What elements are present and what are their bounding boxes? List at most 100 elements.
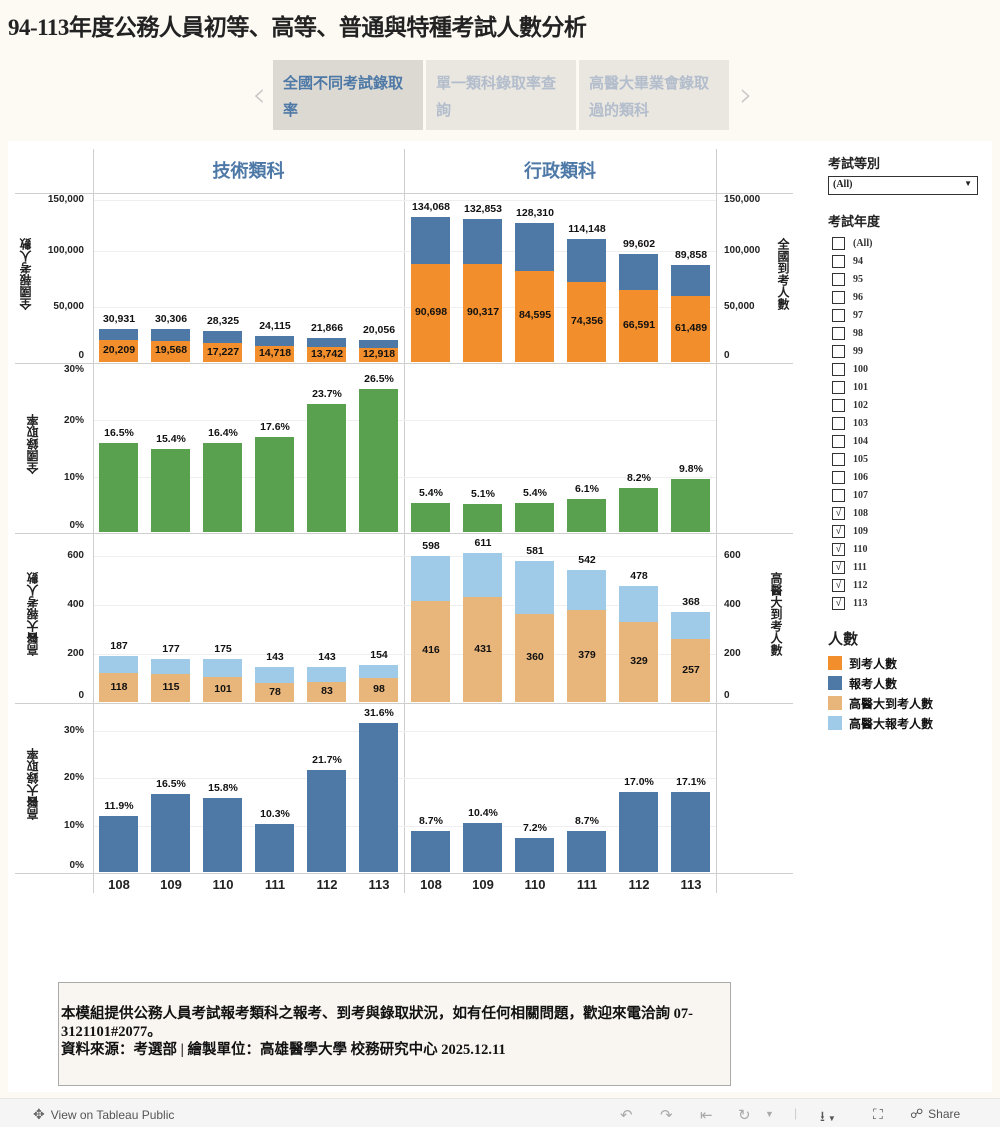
year-checkbox-row[interactable]: 106 [828, 468, 988, 486]
bar-kmu-attended[interactable] [307, 681, 346, 702]
checkbox-checked[interactable]: √ [832, 542, 845, 556]
checkbox-unchecked[interactable] [832, 272, 845, 286]
legend-item[interactable]: 高醫大報考人數 [828, 713, 988, 733]
bar-national-rate[interactable] [515, 502, 554, 532]
year-checkbox-row[interactable]: 98 [828, 324, 988, 342]
story-tab-kmu-subjects[interactable]: 高醫大畢業會錄取過的類科 [579, 60, 729, 130]
bar-kmu-rate[interactable] [671, 791, 710, 872]
bar-attended[interactable] [255, 346, 294, 362]
year-checkbox-row[interactable]: 103 [828, 414, 988, 432]
bar-kmu-rate[interactable] [463, 823, 502, 872]
bar-national-rate[interactable] [151, 448, 190, 532]
bar-kmu-attended[interactable] [255, 683, 294, 702]
checkbox-checked[interactable]: √ [832, 578, 845, 592]
year-checkbox-row[interactable]: 95 [828, 270, 988, 288]
checkbox-unchecked[interactable] [832, 398, 845, 412]
bar-attended[interactable] [203, 343, 242, 362]
checkbox-unchecked[interactable] [832, 380, 845, 394]
bar-kmu-attended[interactable] [99, 673, 138, 702]
bar-kmu-attended[interactable] [515, 614, 554, 702]
caret-down-icon[interactable]: ▼ [765, 1109, 774, 1119]
bar-national-rate[interactable] [203, 443, 242, 532]
year-checkbox-row[interactable]: 102 [828, 396, 988, 414]
bar-kmu-attended[interactable] [671, 639, 710, 702]
bar-attended[interactable] [671, 295, 710, 362]
refresh-icon[interactable]: ↻ [738, 1107, 751, 1124]
checkbox-unchecked[interactable] [832, 308, 845, 322]
bar-national-rate[interactable] [359, 388, 398, 532]
bar-national-rate[interactable] [567, 499, 606, 532]
checkbox-unchecked[interactable] [832, 488, 845, 502]
bar-national-rate[interactable] [463, 504, 502, 532]
year-checkbox-row[interactable]: 107 [828, 486, 988, 504]
year-checkbox-row[interactable]: 96 [828, 288, 988, 306]
checkbox-checked[interactable]: √ [832, 524, 845, 538]
bar-national-rate[interactable] [619, 487, 658, 532]
year-checkbox-row[interactable]: 97 [828, 306, 988, 324]
bar-kmu-attended[interactable] [203, 677, 242, 702]
year-checkbox-row[interactable]: √ 109 [828, 522, 988, 540]
year-checkbox-row[interactable]: 99 [828, 342, 988, 360]
checkbox-unchecked[interactable] [832, 434, 845, 448]
bar-kmu-attended[interactable] [567, 609, 606, 702]
checkbox-unchecked[interactable] [832, 416, 845, 430]
fullscreen-icon[interactable]: ⛶ [873, 1106, 883, 1122]
bar-kmu-attended[interactable] [619, 621, 658, 702]
checkbox-checked[interactable]: √ [832, 506, 845, 520]
checkbox-unchecked[interactable] [832, 326, 845, 340]
bar-attended[interactable] [307, 347, 346, 362]
year-checkbox-row[interactable]: 100 [828, 360, 988, 378]
bar-national-rate[interactable] [255, 436, 294, 532]
bar-attended[interactable] [151, 340, 190, 362]
bar-kmu-rate[interactable] [151, 794, 190, 872]
year-checkbox-row[interactable]: 94 [828, 252, 988, 270]
exam-type-dropdown[interactable]: (All) ▼ [828, 176, 978, 195]
undo-icon[interactable]: ↶ [620, 1107, 633, 1124]
view-on-tableau-link[interactable]: ✥ View on Tableau Public [33, 1106, 174, 1123]
year-checkbox-row[interactable]: 101 [828, 378, 988, 396]
year-checkbox-row[interactable]: √ 112 [828, 576, 988, 594]
bar-attended[interactable] [411, 264, 450, 362]
chevron-left-icon[interactable]: ‹ [252, 75, 266, 115]
chevron-right-icon[interactable]: › [739, 75, 753, 115]
checkbox-unchecked[interactable] [832, 362, 845, 376]
year-checkbox-row[interactable]: 105 [828, 450, 988, 468]
year-checkbox-row[interactable]: (All) [828, 234, 988, 252]
bar-kmu-rate[interactable] [515, 838, 554, 872]
bar-kmu-rate[interactable] [99, 816, 138, 872]
legend-item[interactable]: 到考人數 [828, 653, 988, 673]
bar-attended[interactable] [99, 340, 138, 362]
bar-kmu-attended[interactable] [463, 597, 502, 702]
bar-national-rate[interactable] [671, 479, 710, 532]
bar-kmu-rate[interactable] [567, 831, 606, 872]
bar-attended[interactable] [359, 348, 398, 362]
download-icon[interactable]: ⭳ ▼ [820, 1108, 836, 1124]
checkbox-unchecked[interactable] [832, 254, 845, 268]
checkbox-checked[interactable]: √ [832, 596, 845, 610]
year-checkbox-row[interactable]: √ 113 [828, 594, 988, 612]
story-tab-national-rate[interactable]: 全國不同考試錄取率 [273, 60, 423, 130]
redo-icon[interactable]: ↷ [660, 1107, 673, 1124]
bar-national-rate[interactable] [99, 442, 138, 532]
revert-icon[interactable]: ⇤ [700, 1107, 713, 1124]
year-checkbox-row[interactable]: 104 [828, 432, 988, 450]
bar-attended[interactable] [515, 270, 554, 362]
checkbox-unchecked[interactable] [832, 452, 845, 466]
legend-item[interactable]: 高醫大到考人數 [828, 693, 988, 713]
year-checkbox-row[interactable]: √ 110 [828, 540, 988, 558]
bar-kmu-attended[interactable] [359, 678, 398, 702]
bar-kmu-rate[interactable] [203, 797, 242, 872]
bar-national-rate[interactable] [411, 502, 450, 532]
checkbox-unchecked[interactable] [832, 470, 845, 484]
bar-kmu-attended[interactable] [151, 674, 190, 702]
bar-attended[interactable] [463, 264, 502, 362]
bar-kmu-rate[interactable] [359, 723, 398, 872]
bar-national-rate[interactable] [307, 404, 346, 532]
checkbox-unchecked[interactable] [832, 290, 845, 304]
checkbox-unchecked[interactable] [832, 344, 845, 358]
checkbox-unchecked[interactable] [832, 236, 845, 250]
year-checkbox-row[interactable]: √ 108 [828, 504, 988, 522]
bar-attended[interactable] [567, 281, 606, 362]
year-checkbox-row[interactable]: √ 111 [828, 558, 988, 576]
legend-item[interactable]: 報考人數 [828, 673, 988, 693]
